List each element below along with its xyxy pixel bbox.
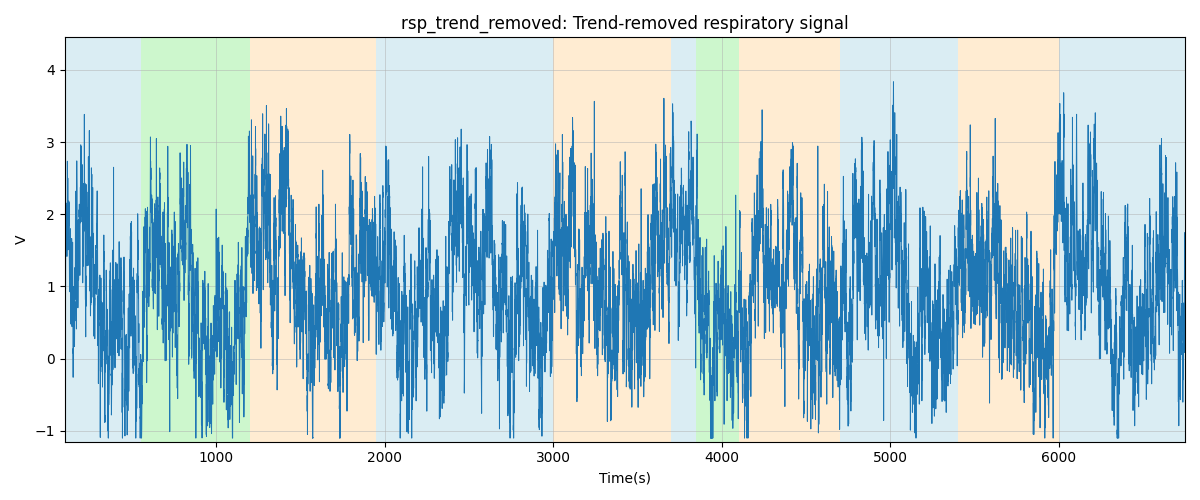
Bar	[1058, 38, 1186, 442]
Title: rsp_trend_removed: Trend-removed respiratory signal: rsp_trend_removed: Trend-removed respira…	[401, 15, 848, 34]
Bar	[65, 38, 140, 442]
Y-axis label: V: V	[16, 235, 29, 244]
Bar	[553, 38, 671, 442]
Bar	[140, 38, 250, 442]
Bar	[840, 38, 958, 442]
Bar	[958, 38, 1058, 442]
Bar	[696, 38, 738, 442]
Bar	[250, 38, 377, 442]
Bar	[377, 38, 553, 442]
Bar	[738, 38, 840, 442]
Bar	[671, 38, 696, 442]
X-axis label: Time(s): Time(s)	[599, 471, 650, 485]
